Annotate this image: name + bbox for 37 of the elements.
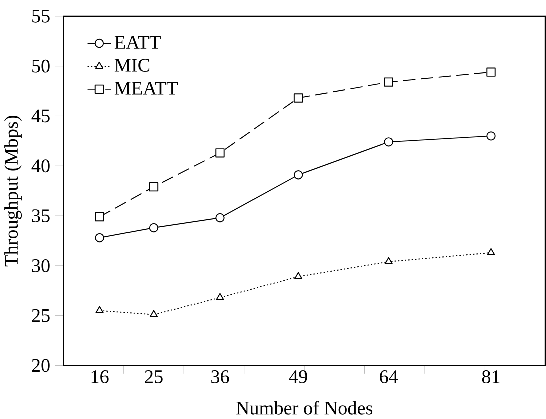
y-tick-label: 50 xyxy=(32,60,50,73)
x-tick-label: 36 xyxy=(212,370,230,384)
point xyxy=(95,212,104,222)
point xyxy=(384,137,394,147)
point xyxy=(486,68,496,77)
point xyxy=(216,213,225,222)
point xyxy=(486,131,496,141)
point xyxy=(384,78,394,87)
point xyxy=(384,257,393,264)
point xyxy=(216,148,225,158)
x-tick-label: 49 xyxy=(289,370,308,384)
x-tick-label: 16 xyxy=(92,370,109,384)
y-tick-label: 40 xyxy=(32,159,50,172)
x-tick-label: 81 xyxy=(482,370,500,384)
point xyxy=(149,182,159,192)
legend-label: EATT xyxy=(114,36,161,49)
point xyxy=(96,306,104,314)
x-tick-label: 25 xyxy=(145,370,163,384)
point xyxy=(95,233,104,242)
point xyxy=(294,272,303,280)
y-tick-label: 55 xyxy=(32,10,50,23)
y-tick-label: 20 xyxy=(32,359,50,372)
point xyxy=(487,248,496,256)
y-tick-label: 35 xyxy=(32,209,50,222)
point xyxy=(294,170,304,180)
legend-label: MIC xyxy=(114,58,150,72)
y-tick-label: 25 xyxy=(32,309,50,322)
x-axis-title: Number of Nodes xyxy=(236,400,373,415)
legend-label: MEATT xyxy=(114,82,178,95)
point xyxy=(150,310,158,318)
point xyxy=(149,223,159,232)
point xyxy=(294,93,304,103)
y-tick-label: 30 xyxy=(32,259,50,272)
point xyxy=(216,293,224,300)
y-tick-label: 45 xyxy=(32,110,50,122)
x-tick-label: 64 xyxy=(380,370,398,384)
y-axis-title: Throughput (Mbps) xyxy=(4,116,22,266)
